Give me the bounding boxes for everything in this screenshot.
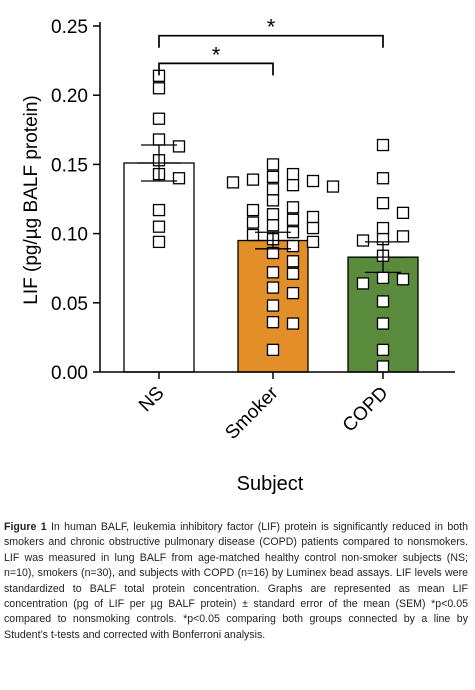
significance-layer: ** (158, 15, 384, 76)
data-point (376, 343, 390, 357)
x-tick-label: Smoker (221, 382, 283, 444)
data-point (376, 317, 390, 330)
data-point (306, 221, 320, 235)
data-point (306, 235, 320, 249)
data-point (266, 266, 280, 279)
data-point (306, 174, 320, 188)
data-point (266, 219, 280, 232)
caption-text: In human BALF, leukemia inhibitory facto… (4, 521, 468, 641)
data-point (266, 158, 280, 171)
data-point (152, 220, 166, 233)
data-point (286, 255, 300, 268)
data-point (266, 170, 280, 184)
data-point (286, 201, 300, 214)
y-tick-label: 0.00 (51, 363, 88, 384)
data-point (286, 213, 300, 226)
data-point (396, 206, 410, 219)
data-point (286, 167, 300, 181)
data-point (376, 271, 390, 285)
data-point (152, 112, 166, 125)
y-tick-label: 0.10 (51, 225, 88, 246)
data-point (356, 277, 370, 290)
data-point (286, 179, 300, 192)
data-point (226, 176, 240, 189)
data-point (266, 299, 280, 312)
y-tick-label: 0.15 (51, 155, 88, 176)
data-point (266, 183, 280, 196)
data-point (152, 203, 166, 217)
data-point (286, 267, 300, 280)
data-point (326, 180, 340, 193)
x-tick-label: COPD (339, 383, 393, 437)
figure-caption: Figure 1 In human BALF, leukemia inhibit… (4, 520, 468, 643)
data-point (376, 197, 390, 210)
data-point (376, 295, 390, 308)
data-point (172, 140, 186, 153)
data-point (172, 172, 186, 185)
data-point (266, 208, 280, 221)
figure-label: Figure 1 (4, 521, 47, 533)
data-point (246, 203, 260, 217)
data-point (246, 173, 260, 186)
data-point (286, 239, 300, 253)
x-tick-label: NS (135, 383, 169, 417)
data-point (396, 273, 410, 286)
data-point (306, 210, 320, 224)
data-point (246, 228, 260, 242)
data-point (266, 194, 280, 207)
data-point (396, 230, 410, 243)
data-point (356, 234, 370, 247)
y-tick-label: 0.25 (51, 17, 88, 38)
bar-ns (123, 162, 195, 373)
significance-bracket (158, 62, 274, 76)
data-point (376, 221, 390, 235)
data-point (266, 343, 280, 357)
data-point (152, 235, 166, 249)
error-bars-layer (137, 144, 405, 274)
data-point (286, 317, 300, 330)
data-point (152, 133, 166, 146)
y-axis-label: LIF (pg/µg BALF protein) (21, 95, 42, 304)
data-point (152, 82, 166, 95)
significance-marker: * (267, 15, 276, 40)
data-point (286, 286, 300, 300)
data-point (376, 138, 390, 152)
data-point (246, 216, 260, 229)
y-tick-label: 0.20 (51, 86, 88, 107)
data-point (266, 281, 280, 294)
significance-marker: * (212, 42, 221, 67)
x-axis-label: Subject (237, 473, 304, 495)
significance-bracket (158, 34, 384, 48)
data-point (376, 172, 390, 185)
y-tick-label: 0.05 (51, 294, 88, 315)
data-point (266, 316, 280, 329)
data-point (376, 360, 390, 373)
